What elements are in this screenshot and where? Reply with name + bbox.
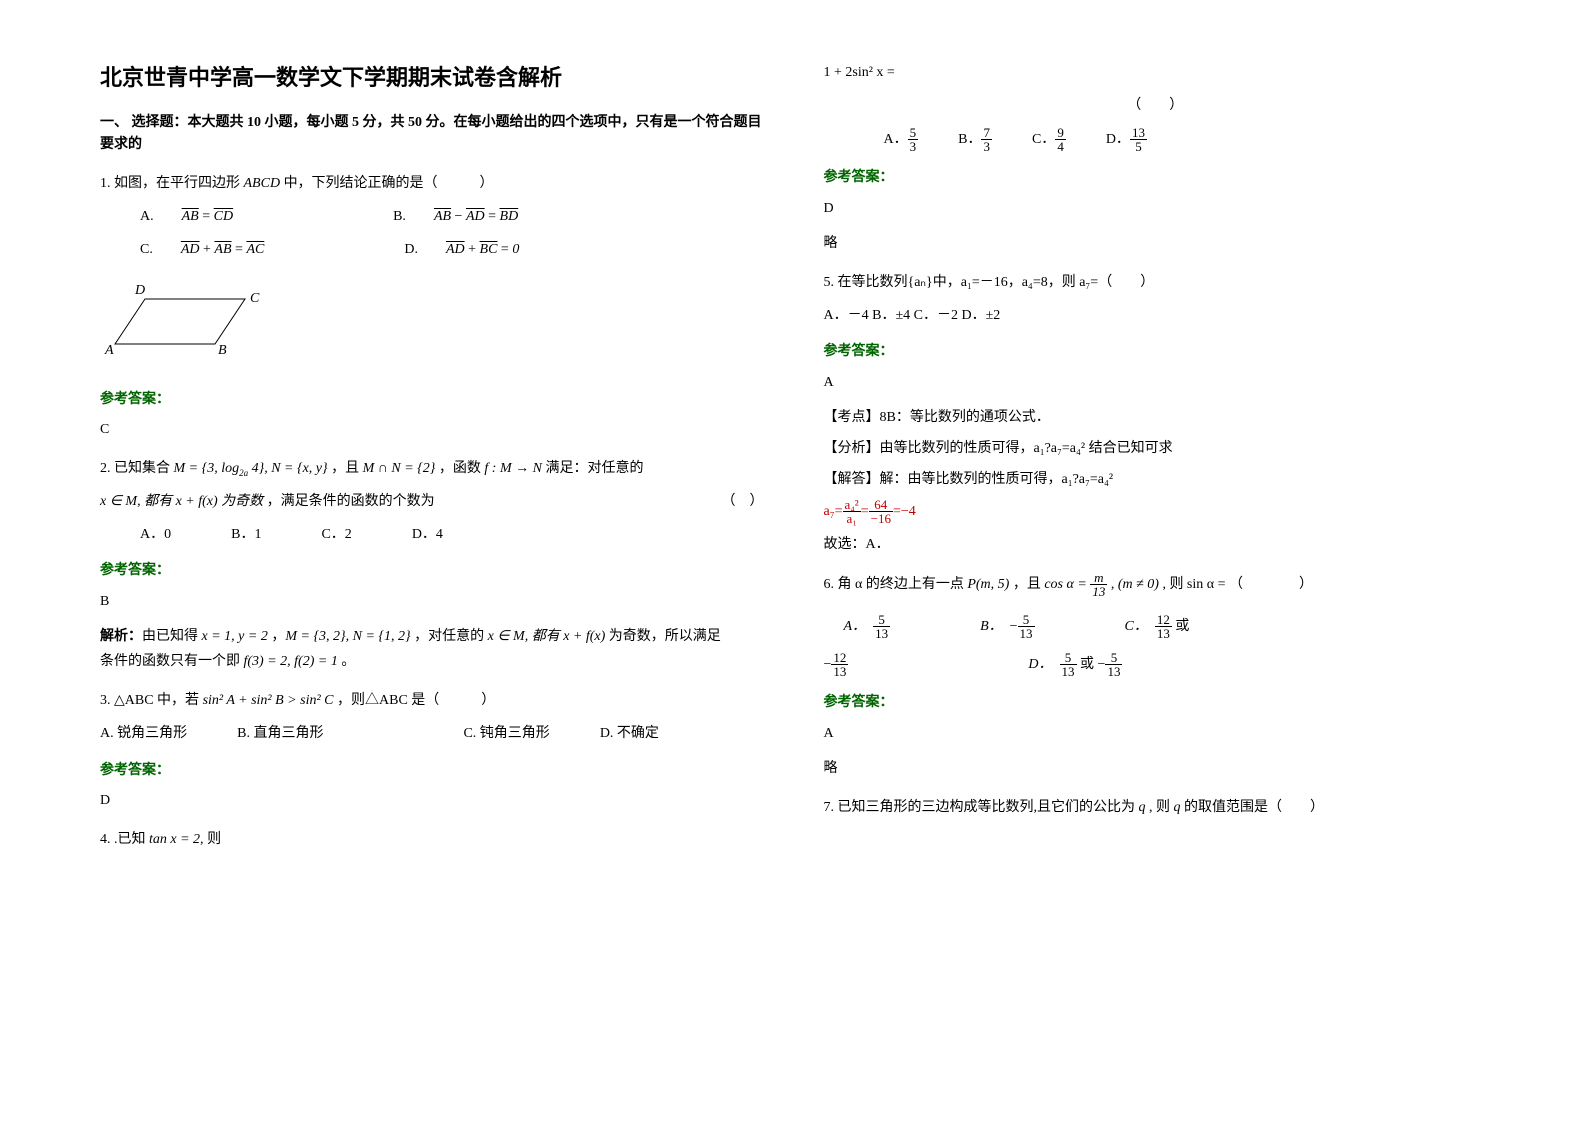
svg-text:D: D [134,283,145,298]
q5-tag1: 【考点】8B：等比数列的通项公式． [824,405,1488,430]
q4-optA: A．53 [884,126,919,154]
q1-answer: C [100,417,764,442]
q1-answer-label: 参考答案： [100,386,764,411]
q4-paren: （ ） [824,93,1488,118]
q1-options-row2: C. AD + AB = AC D. AD + BC = 0⃗ [140,237,764,262]
q1-text: 1. 如图，在平行四边形 ABCD 中，下列结论正确的是（ ） [100,171,764,196]
left-column: 北京世青中学高一数学文下学期期末试卷含解析 一、 选择题：本大题共 10 小题，… [100,60,764,860]
q6-options-row1: A． 513 B． −513 C． 1213 或 [844,613,1488,641]
question-4-start: 4. .已知 tan x = 2, 则 [100,827,764,852]
parallelogram-figure: A B C D [100,274,764,373]
q6-text: 6. 角 α 的终边上有一点 P(m, 5) ，且 cos α = m13 , … [824,571,1488,599]
q3-optC: C. 钝角三角形 [463,721,549,746]
svg-text:A: A [104,343,114,358]
question-5: 5. 在等比数列{aₙ}中，a₁=－16，a₄=8，则 a₇=（ ） A．－4 … [824,270,1488,558]
q4-optB: B．73 [958,126,992,154]
q6-optB: B． −513 [980,613,1034,641]
q5-tag2: 【分析】由等比数列的性质可得，a₁?a₇=a₄² 结合已知可求 [824,436,1488,461]
q1-optC: C. AD + AB = AC [140,237,264,262]
svg-text:C: C [250,291,260,306]
q2-optB: B．1 [231,522,261,547]
q4-answer-label: 参考答案： [824,164,1488,189]
q5-answer-label: 参考答案： [824,338,1488,363]
q2-answer: B [100,589,764,614]
q2-explain-l2: 条件的函数只有一个即 f(3) = 2, f(2) = 1 。 [100,649,764,674]
q5-optA: A．－4 [824,308,869,323]
q6-optC: C． 1213 或 [1125,613,1190,641]
parallelogram-svg: A B C D [100,274,260,364]
q2-text: 2. 已知集合 M = {3, log2a 4}, N = {x, y} ，且 … [100,456,764,481]
q5-conclude: 故选：A． [824,532,1488,557]
q4-optD: D．135 [1106,126,1147,154]
q1-options-row1: A. AB = CD B. AB − AD = BD [140,204,764,229]
q4-formula: 1 + 2sin² x = [824,60,1488,85]
q5-tag3: 【解答】解：由等比数列的性质可得，a₁?a₇=a₄² [824,467,1488,492]
question-2: 2. 已知集合 M = {3, log2a 4}, N = {x, y} ，且 … [100,456,764,674]
question-3: 3. △ABC 中，若 sin² A + sin² B > sin² C ，则△… [100,688,764,813]
q2-text-line2: x ∈ M, 都有 x + f(x) 为奇数 ，满足条件的函数的个数为 （ ） [100,489,764,514]
q5-optB: B．±4 [872,308,910,323]
q6-answer: A [824,721,1488,746]
q5-text: 5. 在等比数列{aₙ}中，a₁=－16，a₄=8，则 a₇=（ ） [824,270,1488,295]
q2-options: A．0 B．1 C．2 D．4 [140,522,764,547]
q4-options: A．53 B．73 C．94 D．135 [884,126,1488,154]
q3-text: 3. △ABC 中，若 sin² A + sin² B > sin² C ，则△… [100,688,764,713]
q5-answer: A [824,370,1488,395]
question-7: 7. 已知三角形的三边构成等比数列,且它们的公比为 q , 则 q 的取值范围是… [824,795,1488,820]
q7-text: 7. 已知三角形的三边构成等比数列,且它们的公比为 q , 则 q 的取值范围是… [824,795,1488,820]
q1-optB: B. AB − AD = BD [393,204,518,229]
q6-answer-label: 参考答案： [824,689,1488,714]
q3-optA: A. 锐角三角形 [100,721,187,746]
q6-options-row2: −1213 D． 513 或 −513 [824,651,1488,679]
q2-optC: C．2 [321,522,351,547]
q4-optC: C．94 [1032,126,1066,154]
q5-options: A．－4 B．±4 C．－2 D．±2 [824,303,1488,328]
q2-explain-l1: 解析：由已知得 x = 1, y = 2 ，M = {3, 2}, N = {1… [100,624,764,649]
q5-optC: C．－2 [914,308,958,323]
question-4-cont: 1 + 2sin² x = （ ） A．53 B．73 C．94 D．135 参… [824,60,1488,256]
q6-optD: D． 513 或 −513 [1028,651,1122,679]
q3-optD: D. 不确定 [600,721,659,746]
section-header: 一、 选择题：本大题共 10 小题，每小题 5 分，共 50 分。在每小题给出的… [100,112,764,157]
q2-optA: A．0 [140,522,171,547]
q6-brief: 略 [824,756,1488,781]
page-title: 北京世青中学高一数学文下学期期末试卷含解析 [100,60,764,92]
question-1: 1. 如图，在平行四边形 ABCD 中，下列结论正确的是（ ） A. AB = … [100,171,764,442]
q3-answer-label: 参考答案： [100,757,764,782]
q2-optD: D．4 [412,522,443,547]
svg-text:B: B [218,343,227,358]
q1-optA: A. AB = CD [140,204,233,229]
q3-options: A. 锐角三角形 B. 直角三角形 C. 钝角三角形 D. 不确定 [100,721,764,746]
q4-answer: D [824,196,1488,221]
q3-answer: D [100,788,764,813]
question-6: 6. 角 α 的终边上有一点 P(m, 5) ，且 cos α = m13 , … [824,571,1488,781]
right-column: 1 + 2sin² x = （ ） A．53 B．73 C．94 D．135 参… [824,60,1488,860]
q2-answer-label: 参考答案： [100,557,764,582]
q6-optC-cont: −1213 [824,651,849,679]
q4-text: 4. .已知 tan x = 2, 则 [100,827,764,852]
q3-optB: B. 直角三角形 [237,721,323,746]
q4-brief: 略 [824,231,1488,256]
q1-optD: D. AD + BC = 0⃗ [404,237,530,262]
q5-optD: D．±2 [962,308,1001,323]
q6-optA: A． 513 [844,613,891,641]
q5-eq: a₇=a₄²a₁=64−16=−4 [824,498,1488,526]
